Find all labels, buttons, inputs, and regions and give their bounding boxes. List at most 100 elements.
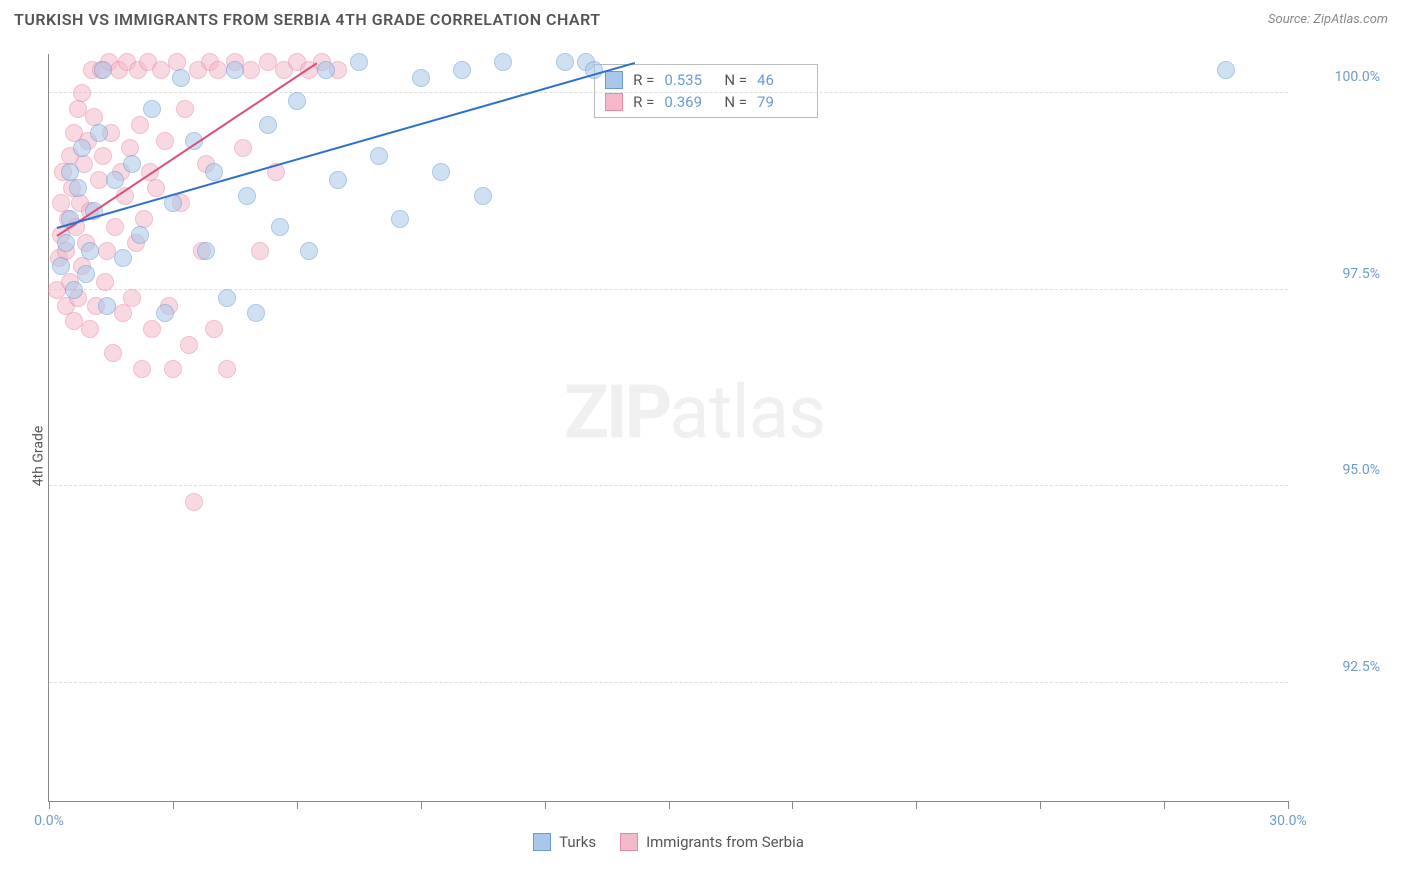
data-point xyxy=(1217,61,1235,79)
data-point xyxy=(242,61,260,79)
trend-line xyxy=(57,62,636,229)
data-point xyxy=(147,179,165,197)
chart-title: TURKISH VS IMMIGRANTS FROM SERBIA 4TH GR… xyxy=(14,10,601,29)
scatter-plot: ZIPatlas R =0.535N =46R =0.369N =79 Turk… xyxy=(48,54,1288,802)
swatch-icon xyxy=(620,833,638,851)
x-tick xyxy=(792,801,793,809)
x-tick xyxy=(173,801,174,809)
stats-row: R =0.369N =79 xyxy=(605,91,807,113)
data-point xyxy=(329,171,347,189)
data-point xyxy=(176,100,194,118)
swatch-icon xyxy=(533,833,551,851)
chart-area: 4th Grade ZIPatlas R = 0.535 N = 46 R = 0.369… xyxy=(14,40,1388,872)
data-point xyxy=(106,171,124,189)
data-point xyxy=(494,53,512,71)
data-point xyxy=(317,61,335,79)
stats-legend: R =0.535N =46R =0.369N =79 xyxy=(594,64,818,118)
y-tick-label: 100.0% xyxy=(1335,69,1380,85)
data-point xyxy=(73,84,91,102)
y-tick-label: 97.5% xyxy=(1342,266,1380,282)
data-point xyxy=(432,163,450,181)
data-point xyxy=(300,242,318,260)
data-point xyxy=(114,304,132,322)
data-point xyxy=(81,242,99,260)
x-tick xyxy=(1288,801,1289,809)
data-point xyxy=(77,265,95,283)
data-point xyxy=(205,163,223,181)
data-point xyxy=(164,360,182,378)
data-point xyxy=(65,312,83,330)
data-point xyxy=(65,281,83,299)
data-point xyxy=(180,336,198,354)
data-point xyxy=(133,360,151,378)
data-point xyxy=(106,218,124,236)
data-point xyxy=(81,320,99,338)
data-point xyxy=(474,187,492,205)
swatch-icon xyxy=(605,71,623,89)
data-point xyxy=(234,139,252,157)
n-value: 79 xyxy=(757,93,807,111)
series-legend: Turks Immigrants from Serbia xyxy=(49,833,1288,851)
y-axis-label: 4th Grade xyxy=(30,426,46,487)
data-point xyxy=(114,249,132,267)
x-tick xyxy=(49,801,50,809)
data-point xyxy=(69,179,87,197)
data-point xyxy=(218,289,236,307)
y-tick-label: 95.0% xyxy=(1342,462,1380,478)
data-point xyxy=(259,53,277,71)
gridline xyxy=(49,485,1288,486)
data-point xyxy=(288,92,306,110)
data-point xyxy=(156,132,174,150)
gridline xyxy=(49,289,1288,290)
data-point xyxy=(69,100,87,118)
data-point xyxy=(143,100,161,118)
x-tick xyxy=(916,801,917,809)
data-point xyxy=(57,234,75,252)
x-tick xyxy=(421,801,422,809)
x-tick xyxy=(1164,801,1165,809)
legend-label: Turks xyxy=(559,833,596,851)
data-point xyxy=(172,69,190,87)
x-tick xyxy=(669,801,670,809)
legend-item: Immigrants from Serbia xyxy=(620,833,804,851)
r-label: R = xyxy=(633,93,654,111)
data-point xyxy=(391,210,409,228)
data-point xyxy=(98,297,116,315)
legend-item: Turks xyxy=(533,833,596,851)
r-label: R = xyxy=(633,71,654,89)
data-point xyxy=(271,218,289,236)
data-point xyxy=(556,53,574,71)
data-point xyxy=(123,155,141,173)
data-point xyxy=(238,187,256,205)
data-point xyxy=(96,273,114,291)
n-value: 46 xyxy=(757,71,807,89)
source-credit: Source: ZipAtlas.com xyxy=(1268,12,1388,27)
data-point xyxy=(251,242,269,260)
data-point xyxy=(94,147,112,165)
data-point xyxy=(90,124,108,142)
swatch-icon xyxy=(605,93,623,111)
data-point xyxy=(104,344,122,362)
y-tick-label: 92.5% xyxy=(1342,659,1380,675)
data-point xyxy=(52,257,70,275)
legend-label: Immigrants from Serbia xyxy=(646,833,804,851)
r-value: 0.369 xyxy=(664,93,714,111)
data-point xyxy=(123,289,141,307)
n-label: N = xyxy=(724,71,747,89)
data-point xyxy=(156,304,174,322)
data-point xyxy=(131,116,149,134)
data-point xyxy=(259,116,277,134)
data-point xyxy=(90,171,108,189)
data-point xyxy=(453,61,471,79)
data-point xyxy=(205,320,223,338)
x-tick xyxy=(297,801,298,809)
data-point xyxy=(370,147,388,165)
data-point xyxy=(131,226,149,244)
x-tick xyxy=(1040,801,1041,809)
data-point xyxy=(197,242,215,260)
header: TURKISH VS IMMIGRANTS FROM SERBIA 4TH GR… xyxy=(0,0,1406,37)
x-tick xyxy=(545,801,546,809)
watermark: ZIPatlas xyxy=(564,369,825,456)
r-value: 0.535 xyxy=(664,71,714,89)
data-point xyxy=(209,61,227,79)
